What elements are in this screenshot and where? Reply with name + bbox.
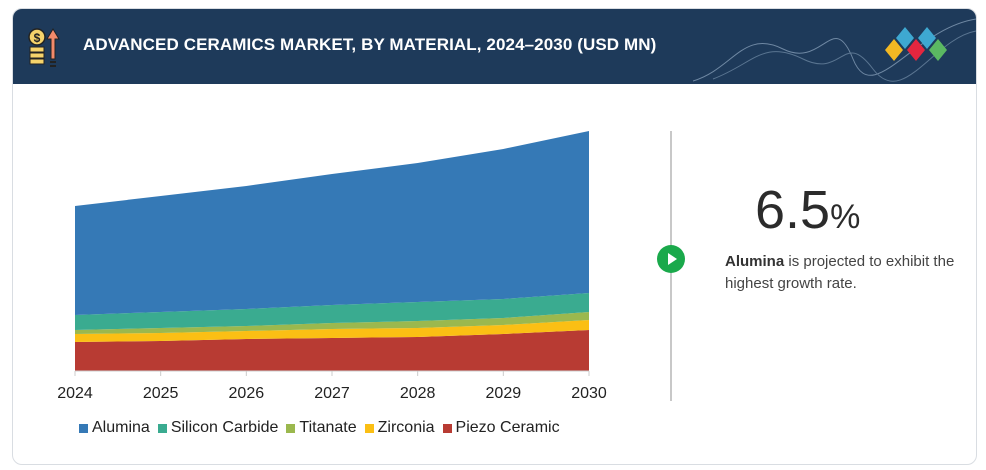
- header-bar: $ ADVANCED CERAMICS MARKET, BY MATERIAL,…: [13, 9, 976, 84]
- x-tick-label: 2026: [229, 385, 265, 402]
- chart-title: ADVANCED CERAMICS MARKET, BY MATERIAL, 2…: [83, 35, 657, 54]
- x-tick-label: 2029: [486, 385, 522, 402]
- brand-logo-icon: [885, 27, 947, 61]
- area-alumina: [75, 131, 589, 315]
- highlight-subject: Alumina: [725, 253, 785, 270]
- area-silicon-carbide: [75, 293, 589, 330]
- play-icon: [657, 245, 685, 273]
- growth-rate-value: 6.5: [755, 180, 831, 240]
- legend-item: Piezo Ceramic: [442, 419, 560, 437]
- svg-text:$: $: [34, 31, 41, 45]
- legend-label: Piezo Ceramic: [455, 419, 560, 436]
- x-tick-label: 2027: [314, 385, 350, 402]
- legend-label: Titanate: [299, 419, 357, 436]
- legend-item: Titanate: [286, 419, 357, 437]
- legend-label: Zirconia: [377, 419, 435, 436]
- decorative-waves: [693, 18, 976, 82]
- legend-label: Alumina: [92, 419, 150, 436]
- infographic-card: $ ADVANCED CERAMICS MARKET, BY MATERIAL,…: [12, 8, 977, 465]
- legend-label: Silicon Carbide: [170, 419, 279, 436]
- legend-item: Silicon Carbide: [157, 419, 279, 437]
- area-zirconia: [75, 320, 589, 342]
- legend-swatch: [79, 423, 88, 433]
- legend-swatch: [442, 423, 452, 433]
- x-tick-label: 2028: [400, 385, 436, 402]
- growth-rate: 6.5%: [755, 179, 860, 241]
- x-tick-label: 2030: [571, 385, 607, 402]
- legend-item: Alumina: [79, 419, 150, 437]
- legend-swatch: [157, 423, 167, 433]
- highlight-text: is projected to exhibit the highest grow…: [725, 253, 955, 292]
- stacked-area-chart: 2024 2025 2026 2027 2028 2029 2030: [57, 131, 607, 402]
- x-tick-label: 2025: [143, 385, 179, 402]
- chart-legend: Alumina Silicon Carbide Titanate Zirconia Pi…: [79, 419, 560, 437]
- highlight-description: Alumina is projected to exhibit the high…: [725, 251, 955, 295]
- legend-swatch: [364, 423, 374, 433]
- growth-rate-unit: %: [830, 198, 861, 236]
- money-growth-icon: $: [28, 28, 60, 67]
- x-tick-label: 2024: [57, 385, 93, 402]
- legend-item: Zirconia: [364, 419, 435, 437]
- area-piezo-ceramic: [75, 330, 589, 371]
- legend-swatch: [286, 423, 296, 433]
